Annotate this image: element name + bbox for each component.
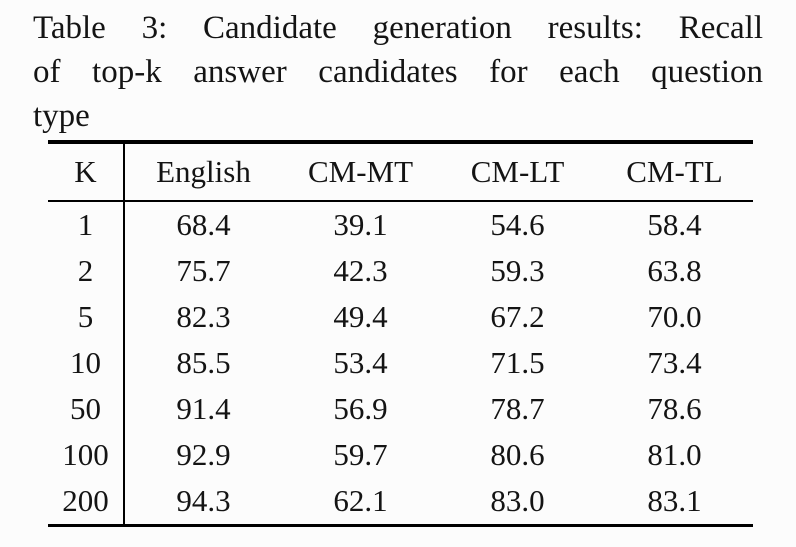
cell-cm-mt: 59.7 xyxy=(333,437,388,472)
cell-cm-mt: 39.1 xyxy=(333,207,388,242)
cell-cm-mt: 42.3 xyxy=(333,253,388,288)
cell-cm-mt: 49.4 xyxy=(333,299,388,334)
column-header-k: K xyxy=(48,142,125,201)
column-header-cm-mt: CM-MT xyxy=(307,154,414,189)
table-header-row: K English CM-MT CM-LT CM-TL xyxy=(48,142,753,201)
table-row: 2 75.7 42.3 59.3 63.8 xyxy=(48,248,753,294)
cell-cm-lt: 78.7 xyxy=(490,391,545,426)
table-row: 5 82.3 49.4 67.2 70.0 xyxy=(48,294,753,340)
cell-english: 68.4 xyxy=(176,207,231,242)
cell-english: 92.9 xyxy=(176,437,231,472)
cell-english: 94.3 xyxy=(176,483,231,518)
cell-cm-tl: 58.4 xyxy=(647,207,702,242)
caption-line-1: Table 3: Candidate generation results: R… xyxy=(33,10,763,46)
table-body: 1 68.4 39.1 54.6 58.4 2 75.7 42.3 59.3 6… xyxy=(48,201,753,526)
cell-cm-tl: 83.1 xyxy=(647,483,702,518)
cell-cm-mt: 56.9 xyxy=(333,391,388,426)
cell-cm-lt: 67.2 xyxy=(490,299,545,334)
column-header-english: English xyxy=(156,154,251,189)
cell-cm-lt: 59.3 xyxy=(490,253,545,288)
table-row: 100 92.9 59.7 80.6 81.0 xyxy=(48,432,753,478)
cell-k: 200 xyxy=(48,478,125,526)
table-head: K English CM-MT CM-LT CM-TL xyxy=(48,142,753,201)
cell-cm-tl: 70.0 xyxy=(647,299,702,334)
cell-cm-lt: 54.6 xyxy=(490,207,545,242)
cell-k: 5 xyxy=(48,294,125,340)
cell-k: 1 xyxy=(48,201,125,248)
column-header-cm-lt: CM-LT xyxy=(470,154,565,189)
cell-k: 10 xyxy=(48,340,125,386)
table-row: 200 94.3 62.1 83.0 83.1 xyxy=(48,478,753,526)
column-header-cm-tl: CM-TL xyxy=(626,154,723,189)
results-table: K English CM-MT CM-LT CM-TL 1 68.4 39.1 … xyxy=(48,140,753,527)
cell-english: 75.7 xyxy=(176,253,231,288)
cell-k: 100 xyxy=(48,432,125,478)
table-row: 50 91.4 56.9 78.7 78.6 xyxy=(48,386,753,432)
cell-k: 50 xyxy=(48,386,125,432)
cell-cm-mt: 62.1 xyxy=(333,483,388,518)
cell-cm-tl: 81.0 xyxy=(647,437,702,472)
cell-cm-lt: 71.5 xyxy=(490,345,545,380)
cell-cm-lt: 83.0 xyxy=(490,483,545,518)
table-row: 1 68.4 39.1 54.6 58.4 xyxy=(48,201,753,248)
cell-cm-tl: 63.8 xyxy=(647,253,702,288)
cell-cm-mt: 53.4 xyxy=(333,345,388,380)
cell-english: 91.4 xyxy=(176,391,231,426)
caption-line-2: of top-k answer candidates for each ques… xyxy=(33,54,763,90)
caption-line-3: type xyxy=(33,98,90,134)
cell-english: 85.5 xyxy=(176,345,231,380)
cell-english: 82.3 xyxy=(176,299,231,334)
table-row: 10 85.5 53.4 71.5 73.4 xyxy=(48,340,753,386)
cell-k: 2 xyxy=(48,248,125,294)
table-caption: Table 3: Candidate generation results: R… xyxy=(33,6,763,138)
cell-cm-tl: 78.6 xyxy=(647,391,702,426)
cell-cm-tl: 73.4 xyxy=(647,345,702,380)
cell-cm-lt: 80.6 xyxy=(490,437,545,472)
